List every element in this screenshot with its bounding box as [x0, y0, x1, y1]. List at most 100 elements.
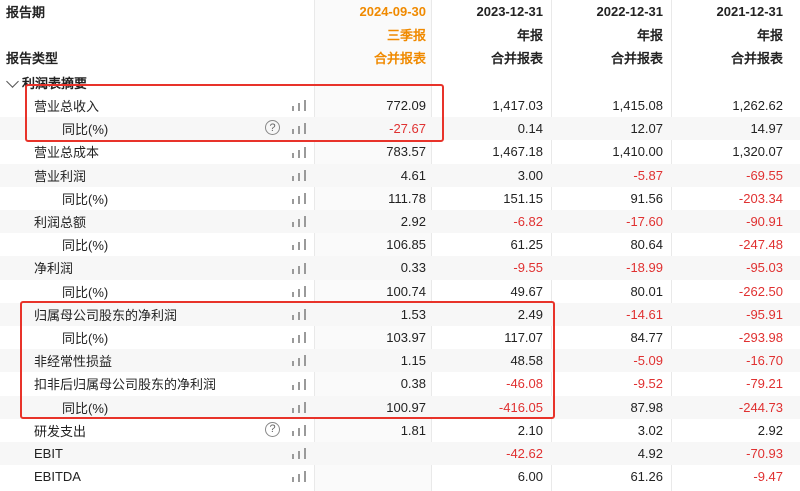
bar-chart-icon[interactable] — [292, 396, 306, 419]
value-cell: 1,467.18 — [492, 144, 543, 160]
bar-chart-icon[interactable] — [292, 349, 306, 372]
value-cell: -9.52 — [633, 376, 663, 392]
column-date[interactable]: 2021-12-31 — [716, 4, 784, 20]
column-report: 年报 — [636, 28, 663, 44]
bar-chart-icon[interactable] — [292, 419, 306, 442]
value-cell: 1,417.03 — [492, 98, 543, 114]
header-row-report: 三季报 年报 年报 年报 — [0, 23, 800, 46]
table-row: 同比(%) 100.74 49.67 80.01 -262.50 — [0, 280, 800, 303]
value-cell — [330, 442, 426, 465]
column-date[interactable]: 2023-12-31 — [476, 4, 544, 20]
value-cell: 0.14 — [517, 121, 543, 137]
value-cell: 1,415.08 — [612, 98, 663, 114]
bar-chart-icon[interactable] — [292, 140, 306, 163]
value-cell: -244.73 — [738, 399, 783, 415]
value-cell: -262.50 — [738, 283, 783, 299]
value-cell: 3.02 — [637, 422, 663, 438]
value-cell: 91.56 — [630, 190, 663, 206]
column-date[interactable]: 2024-09-30 — [359, 4, 427, 20]
header-row-type: 报告类型 合并报表 合并报表 合并报表 合并报表 — [0, 46, 800, 69]
table-row: 同比(%)? -27.67 0.14 12.07 14.97 — [0, 117, 800, 141]
value-cell: 1.53 — [400, 306, 426, 322]
table-row: 营业总成本 783.57 1,467.18 1,410.00 1,320.07 — [0, 140, 800, 163]
header-row-date: 报告期 2024-09-30 2023-12-31 2022-12-31 202… — [0, 0, 800, 23]
value-cell: 117.07 — [504, 330, 543, 346]
table-row: 营业利润 4.61 3.00 -5.87 -69.55 — [0, 163, 800, 187]
value-cell: 80.64 — [630, 237, 663, 253]
value-cell: 100.97 — [386, 399, 426, 415]
row-label: 同比(%) — [62, 122, 109, 138]
value-cell: 4.92 — [637, 446, 663, 462]
value-cell: 80.01 — [630, 283, 663, 299]
row-label: 研发支出 — [34, 423, 87, 439]
value-cell — [330, 465, 426, 488]
row-label: 营业利润 — [34, 168, 87, 184]
bar-chart-icon[interactable] — [292, 256, 306, 279]
bar-chart-icon[interactable] — [292, 442, 306, 465]
row-label: 营业总成本 — [34, 145, 100, 161]
value-cell: -79.21 — [746, 376, 783, 392]
value-cell: 2.92 — [400, 214, 426, 230]
column-divider — [551, 0, 552, 491]
value-cell: -247.48 — [738, 237, 783, 253]
value-cell: 12.07 — [630, 121, 663, 137]
row-label: 利润总额 — [34, 215, 87, 231]
column-kind: 合并报表 — [373, 51, 426, 67]
help-icon[interactable]: ? — [265, 421, 280, 437]
value-cell: -416.05 — [498, 399, 543, 415]
value-cell: -9.55 — [513, 260, 543, 276]
value-cell: -95.03 — [746, 260, 783, 276]
table-row: 同比(%) 106.85 61.25 80.64 -247.48 — [0, 233, 800, 256]
bar-chart-icon[interactable] — [292, 233, 306, 256]
bar-chart-icon[interactable] — [292, 210, 306, 233]
table-row: EBITDA 6.00 61.26 -9.47 — [0, 465, 800, 488]
row-label: EBIT — [34, 446, 63, 462]
table-row: 利润总额 2.92 -6.82 -17.60 -90.91 — [0, 210, 800, 234]
section-header[interactable]: 利润表摘要 — [0, 72, 800, 92]
value-cell: 2.49 — [517, 306, 543, 322]
value-cell: 1.81 — [400, 422, 426, 438]
value-cell: -17.60 — [626, 214, 663, 230]
value-cell: 49.67 — [510, 283, 543, 299]
bar-chart-icon[interactable] — [292, 465, 306, 488]
column-date[interactable]: 2022-12-31 — [596, 4, 664, 20]
type-label: 报告类型 — [6, 51, 59, 67]
value-cell: 103.97 — [386, 330, 426, 346]
bar-chart-icon[interactable] — [292, 117, 306, 140]
table-row: 营业总收入 772.09 1,417.03 1,415.08 1,262.62 — [0, 94, 800, 117]
column-kind: 合并报表 — [490, 51, 543, 67]
column-divider — [314, 0, 315, 491]
row-label: 同比(%) — [62, 400, 109, 416]
value-cell: 0.38 — [400, 376, 426, 392]
value-cell: -5.87 — [633, 167, 663, 183]
bar-chart-icon[interactable] — [292, 303, 306, 326]
value-cell: -293.98 — [738, 330, 783, 346]
value-cell: -90.91 — [746, 214, 783, 230]
bar-chart-icon[interactable] — [292, 187, 306, 210]
value-cell: -6.82 — [513, 214, 543, 230]
column-report: 年报 — [756, 28, 783, 44]
value-cell: 1,262.62 — [732, 98, 783, 114]
table-row: 净利润 0.33 -9.55 -18.99 -95.03 — [0, 256, 800, 280]
value-cell: -69.55 — [746, 167, 783, 183]
column-divider — [431, 0, 432, 491]
column-report: 年报 — [516, 28, 543, 44]
value-cell: -70.93 — [746, 446, 783, 462]
bar-chart-icon[interactable] — [292, 94, 306, 117]
value-cell: 783.57 — [386, 144, 426, 160]
bar-chart-icon[interactable] — [292, 164, 306, 187]
help-icon[interactable]: ? — [265, 120, 280, 136]
value-cell: 4.61 — [400, 167, 426, 183]
bar-chart-icon[interactable] — [292, 280, 306, 303]
value-cell: 6.00 — [517, 469, 543, 485]
column-report: 三季报 — [386, 28, 426, 44]
table-row: 非经常性损益 1.15 48.58 -5.09 -16.70 — [0, 349, 800, 373]
row-label: 归属母公司股东的净利润 — [34, 307, 178, 323]
table-row: 归属母公司股东的净利润 1.53 2.49 -14.61 -95.91 — [0, 302, 800, 326]
bar-chart-icon[interactable] — [292, 326, 306, 349]
row-label: 非经常性损益 — [34, 354, 113, 370]
section-title: 利润表摘要 — [22, 75, 88, 91]
bar-chart-icon[interactable] — [292, 372, 306, 395]
value-cell: -18.99 — [626, 260, 663, 276]
value-cell: 61.25 — [510, 237, 543, 253]
